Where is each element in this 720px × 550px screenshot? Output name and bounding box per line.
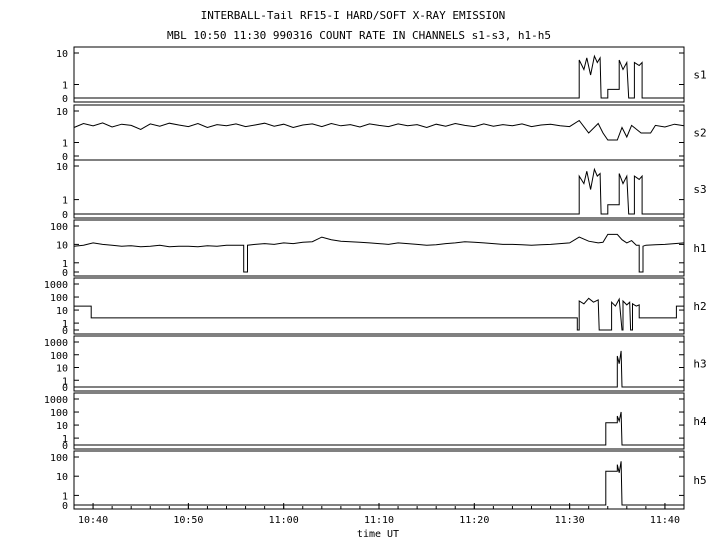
x-tick-label: 11:10 xyxy=(364,515,394,526)
panel-frame-h5 xyxy=(73,450,685,510)
trace-h4 xyxy=(74,411,684,446)
channel-label-h1: h1 xyxy=(693,242,706,255)
x-tick-label: 11:40 xyxy=(650,515,680,526)
channel-label-s1: s1 xyxy=(693,69,706,82)
y-tick-label-h2: 10 xyxy=(56,306,68,317)
y-tick-label-s3: 10 xyxy=(56,162,68,173)
channel-label-h5: h5 xyxy=(693,474,706,487)
trace-h5 xyxy=(74,461,684,506)
panel-frame-s2 xyxy=(73,104,685,161)
panel-h2: 1000 100 10 10 h2 xyxy=(44,277,707,337)
y-tick-label-h2: 1000 xyxy=(44,280,68,291)
y-tick-label-h5: 10 xyxy=(56,472,68,483)
y-tick-label-h4: 0 xyxy=(62,441,68,452)
panel-frame-s1 xyxy=(73,46,685,103)
y-tick-label-s2: 0 xyxy=(62,152,68,163)
y-tick-label-h3: 0 xyxy=(62,383,68,394)
x-tick-label: 10:50 xyxy=(173,515,203,526)
x-tick-label: 11:20 xyxy=(459,515,489,526)
y-tick-label-h2: 1 xyxy=(62,319,68,330)
trace-s3 xyxy=(74,167,684,215)
y-tick-label-h5: 1 xyxy=(62,491,68,502)
y-tick-label-h1: 100 xyxy=(50,222,68,233)
y-tick-label-h2: 0 xyxy=(62,326,68,337)
y-tick-label-h1: 10 xyxy=(56,240,68,251)
y-tick-label-s2: 10 xyxy=(56,107,68,118)
y-tick-label-h1: 1 xyxy=(62,259,68,270)
panel-frame-h3 xyxy=(73,335,685,392)
panel-frame-h4 xyxy=(73,392,685,450)
y-tick-label-s3: 0 xyxy=(62,210,68,221)
y-tick-label-s3: 1 xyxy=(62,196,68,207)
trace-h2 xyxy=(74,297,684,331)
x-axis: 10:40 10:50 11:00 11:10 11:20 11:30 11:40 xyxy=(73,503,685,526)
panel-frame-s3 xyxy=(73,159,685,219)
y-tick-label-h4: 1 xyxy=(62,434,68,445)
panels-group: 1010s11010s21010s31001010h110001001010h2… xyxy=(44,46,707,512)
chart-subtitle: MBL 10:50 11:30 990316 COUNT RATE IN CHA… xyxy=(167,29,551,42)
y-tick-label-h1: 0 xyxy=(62,268,68,279)
y-tick-label-h4: 10 xyxy=(56,421,68,432)
x-axis-label: time UT xyxy=(357,529,399,540)
trace-h1 xyxy=(73,233,685,273)
trace-s1 xyxy=(74,54,684,99)
panel-frame-h1 xyxy=(73,219,685,277)
channel-label-h2: h2 xyxy=(693,300,706,313)
panel-h1: 100 10 10 h1 xyxy=(50,219,707,279)
y-tick-label-h4: 1000 xyxy=(44,395,68,406)
y-tick-label-h4: 100 xyxy=(50,408,68,419)
y-tick-label-h3: 100 xyxy=(50,351,68,362)
y-tick-label-h3: 1 xyxy=(62,376,68,387)
channel-label-s2: s2 xyxy=(693,127,706,140)
y-tick-label-h5: 100 xyxy=(50,453,68,464)
y-tick-label-h2: 100 xyxy=(50,293,68,304)
y-tick-label-h3: 1000 xyxy=(44,338,68,349)
chart-title: INTERBALL-Tail RF15-I HARD/SOFT X-RAY EM… xyxy=(201,9,506,22)
panel-h5: 100 10 10 h5 xyxy=(50,450,707,512)
y-tick-label-h3: 10 xyxy=(56,364,68,375)
y-tick-label-s1: 10 xyxy=(56,49,68,60)
trace-h3 xyxy=(74,350,684,388)
panel-frame-h2 xyxy=(73,277,685,335)
channel-label-h4: h4 xyxy=(693,415,707,428)
y-tick-label-s1: 0 xyxy=(62,94,68,105)
y-tick-label-s2: 1 xyxy=(62,139,68,150)
x-tick-label: 11:00 xyxy=(269,515,299,526)
panel-h4: 1000 100 10 10 h4 xyxy=(44,392,707,452)
y-tick-label-h5: 0 xyxy=(62,501,68,512)
trace-s2 xyxy=(73,119,685,141)
y-tick-label-s1: 1 xyxy=(62,81,68,92)
channel-label-s3: s3 xyxy=(693,183,706,196)
channel-label-h3: h3 xyxy=(693,358,706,371)
x-tick-label: 10:40 xyxy=(78,515,108,526)
x-tick-label: 11:30 xyxy=(555,515,585,526)
